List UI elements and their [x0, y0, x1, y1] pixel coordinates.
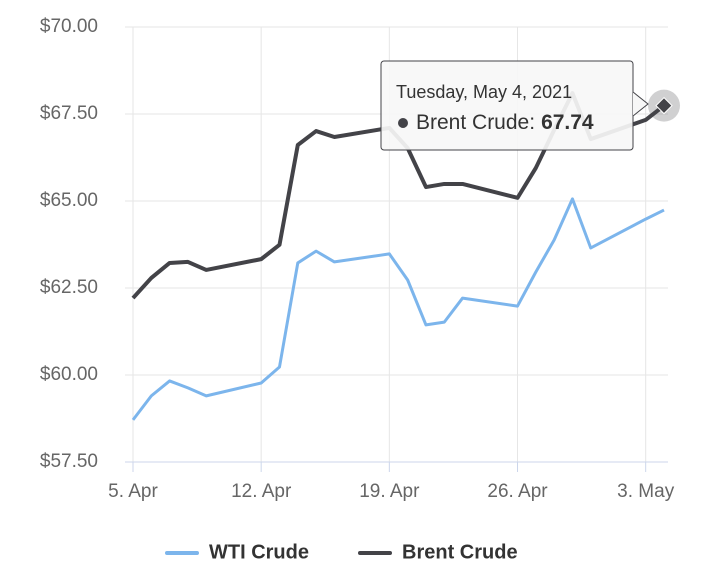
y-tick-label: $65.00	[40, 190, 98, 211]
x-tick-label: 12. Apr	[231, 481, 292, 502]
y-tick-label: $57.50	[40, 451, 98, 472]
tooltip-header: Tuesday, May 4, 2021	[396, 82, 572, 102]
series-line	[131, 197, 665, 421]
legend-label[interactable]: Brent Crude	[402, 541, 518, 563]
tooltip-pointer	[632, 91, 649, 117]
tooltip-box	[380, 60, 634, 151]
y-tick-label: $62.50	[40, 277, 98, 298]
y-tick-label: $70.00	[40, 16, 98, 37]
x-tick-label: 3. May	[617, 481, 675, 502]
x-tick-label: 19. Apr	[359, 481, 420, 502]
tooltip-value: 67.74	[541, 111, 594, 134]
x-tick-label: 26. Apr	[487, 481, 548, 502]
tooltip-text: Brent Crude: 67.74	[416, 111, 594, 134]
y-tick-label: $60.00	[40, 364, 98, 385]
x-tick-label: 5. Apr	[108, 481, 158, 502]
tooltip: Tuesday, May 4, 2021 Brent Crude: 67.74	[380, 60, 649, 151]
hover-marker	[655, 96, 673, 115]
tooltip-dot	[398, 118, 408, 128]
legend-label[interactable]: WTI Crude	[209, 541, 309, 563]
tooltip-label: Brent Crude:	[416, 111, 535, 134]
y-tick-label: $67.50	[40, 103, 98, 124]
